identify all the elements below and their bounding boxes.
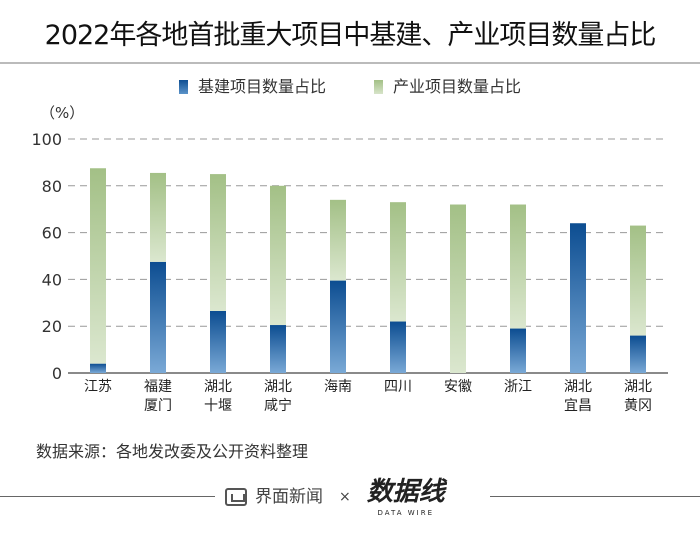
chart-legend: 基建项目数量占比 产业项目数量占比 <box>0 77 700 97</box>
divider <box>0 496 215 497</box>
legend-label: 基建项目数量占比 <box>197 77 326 96</box>
x-tick-label: 湖北 <box>624 379 652 395</box>
data-wire-logo-text: 数据线 <box>366 477 445 507</box>
bar-industry <box>150 172 166 262</box>
bar-infrastructure <box>630 335 646 373</box>
bar-industry <box>390 202 406 322</box>
data-source: 数据来源：各地发改委及公开资料整理 <box>36 442 309 461</box>
bar-infrastructure <box>330 280 346 373</box>
bar-infrastructure <box>390 321 406 373</box>
y-tick-label: 100 <box>31 130 62 149</box>
divider <box>0 62 700 64</box>
divider <box>490 496 700 497</box>
bar-infrastructure <box>510 328 526 373</box>
bar-industry <box>270 185 286 326</box>
bar-industry <box>90 168 106 364</box>
bar-industry <box>210 174 226 311</box>
bar-industry <box>630 225 646 336</box>
x-tick-label: 厦门 <box>144 398 172 414</box>
x-tick-label: 湖北 <box>204 379 232 395</box>
y-tick-label: 0 <box>52 364 62 383</box>
y-tick-label: 40 <box>42 270 62 289</box>
x-tick-label: 安徽 <box>444 379 472 395</box>
x-tick-label: 黄冈 <box>624 397 652 414</box>
brand-name: 界面新闻 <box>255 487 323 507</box>
footer-branding: 界面新闻 × 数据线 DATA WIRE <box>225 476 445 518</box>
legend-item-industry: 产业项目数量占比 <box>374 77 521 97</box>
bar-industry <box>450 204 466 373</box>
bar-infrastructure <box>150 261 166 373</box>
page-title: 2022年各地首批重大项目中基建、产业项目数量占比 <box>44 20 657 51</box>
y-axis-unit: （%） <box>40 104 85 122</box>
data-wire-logo-sub: DATA WIRE <box>377 509 434 517</box>
jiemian-logo-icon <box>225 488 247 506</box>
bar-infrastructure <box>570 223 586 373</box>
x-tick-label: 四川 <box>384 379 412 395</box>
y-tick-label: 20 <box>42 317 62 336</box>
bar-industry <box>330 199 346 281</box>
legend-swatch-infrastructure <box>178 80 188 94</box>
x-tick-label: 宜昌 <box>564 398 592 414</box>
x-tick-label: 海南 <box>324 379 352 395</box>
x-tick-label: 福建 <box>144 379 172 395</box>
x-tick-label: 咸宁 <box>264 397 292 414</box>
legend-label: 产业项目数量占比 <box>393 77 522 96</box>
bar-industry <box>510 204 526 329</box>
bar-infrastructure <box>270 325 286 373</box>
data-wire-logo: 数据线 DATA WIRE <box>367 476 445 518</box>
y-tick-label: 60 <box>42 224 62 243</box>
x-tick-label: 江苏 <box>84 379 112 395</box>
legend-swatch-industry <box>374 80 383 94</box>
times-symbol: × <box>339 489 351 505</box>
y-tick-label: 80 <box>42 177 62 196</box>
bar-infrastructure <box>90 363 106 373</box>
x-tick-label: 湖北 <box>564 379 592 395</box>
x-tick-label: 湖北 <box>264 379 292 395</box>
legend-item-infrastructure: 基建项目数量占比 <box>178 77 326 97</box>
bar-infrastructure <box>210 310 226 373</box>
x-tick-label: 十堰 <box>204 398 232 414</box>
x-tick-label: 浙江 <box>504 379 532 395</box>
